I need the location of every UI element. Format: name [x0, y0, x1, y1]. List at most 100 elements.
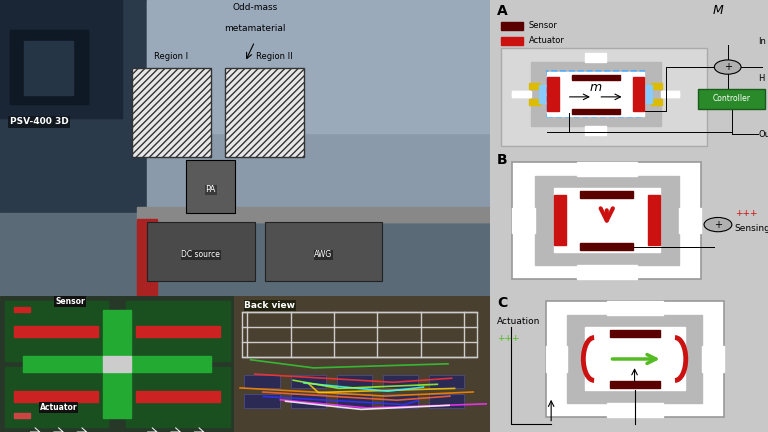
Circle shape — [714, 60, 741, 74]
Text: Actuator: Actuator — [529, 36, 564, 45]
Bar — [607, 403, 663, 416]
Bar — [147, 0, 490, 222]
Bar — [244, 375, 280, 388]
Bar — [501, 37, 523, 45]
Bar — [545, 302, 723, 416]
Text: Actuator: Actuator — [40, 403, 78, 412]
Bar — [382, 375, 419, 388]
Bar — [136, 326, 220, 337]
Bar — [501, 48, 707, 146]
Text: A: A — [497, 4, 508, 19]
Bar — [14, 391, 98, 402]
Bar — [336, 375, 372, 388]
Text: B: B — [497, 153, 508, 167]
Bar — [336, 394, 372, 407]
Bar — [5, 367, 108, 426]
Bar — [529, 83, 540, 89]
Bar — [5, 302, 108, 361]
Bar — [545, 346, 567, 372]
Bar — [0, 213, 490, 296]
Bar — [147, 222, 255, 281]
Text: Out: Out — [758, 130, 768, 139]
Bar — [136, 391, 220, 402]
Bar — [539, 85, 548, 103]
Bar — [290, 394, 326, 407]
Bar — [535, 176, 679, 265]
Text: Region II: Region II — [256, 52, 293, 61]
Bar — [554, 188, 660, 252]
Bar — [512, 162, 701, 279]
Bar — [512, 207, 535, 233]
Bar — [244, 394, 280, 407]
Bar — [127, 302, 230, 361]
Bar — [571, 108, 620, 114]
Bar — [531, 62, 660, 126]
FancyBboxPatch shape — [699, 89, 765, 109]
Bar — [137, 219, 157, 296]
Text: Odd-mass: Odd-mass — [232, 3, 277, 12]
Bar — [577, 265, 637, 279]
Bar — [147, 0, 490, 133]
Bar — [585, 53, 606, 62]
Bar — [429, 394, 465, 407]
Bar — [382, 394, 419, 407]
Bar — [14, 413, 31, 418]
Text: Actuation: Actuation — [497, 317, 541, 326]
Bar — [585, 126, 606, 135]
Bar — [103, 356, 131, 372]
Bar — [14, 326, 98, 337]
Bar — [0, 0, 147, 296]
Bar — [651, 98, 662, 105]
Text: PA: PA — [206, 185, 216, 194]
Bar — [265, 222, 382, 281]
Bar — [512, 91, 679, 97]
Bar — [137, 207, 490, 222]
Bar — [580, 243, 634, 250]
Text: Controller: Controller — [713, 94, 751, 103]
Text: metamaterial: metamaterial — [224, 24, 286, 33]
Text: +: + — [714, 219, 722, 229]
Text: Sensing: Sensing — [735, 224, 768, 233]
Bar — [580, 191, 634, 198]
Text: In: In — [758, 37, 766, 46]
Bar — [702, 346, 723, 372]
Bar — [186, 160, 235, 213]
Text: +: + — [723, 62, 732, 72]
Bar — [548, 72, 644, 116]
Text: DC source: DC source — [181, 251, 220, 260]
Bar — [501, 22, 523, 30]
Text: Sensor: Sensor — [529, 21, 558, 30]
Bar — [577, 162, 637, 176]
Bar — [567, 315, 702, 403]
Text: M: M — [713, 4, 723, 17]
Text: AWG: AWG — [314, 251, 333, 260]
Bar — [651, 83, 662, 89]
Bar — [127, 367, 230, 426]
Bar — [548, 71, 644, 117]
Text: +++: +++ — [497, 334, 519, 343]
Bar — [647, 195, 660, 245]
Bar — [660, 91, 679, 97]
Bar — [679, 207, 701, 233]
Text: +++: +++ — [735, 209, 757, 218]
Bar — [512, 91, 531, 97]
Text: C: C — [497, 296, 507, 310]
Text: m: m — [590, 82, 601, 95]
Bar — [0, 0, 123, 118]
Circle shape — [704, 217, 732, 232]
Text: H: H — [758, 74, 765, 83]
Bar — [25, 41, 74, 95]
Bar — [242, 312, 477, 357]
Bar — [607, 302, 663, 315]
Text: Back view: Back view — [244, 302, 296, 310]
Bar — [529, 98, 540, 105]
Bar — [225, 68, 304, 157]
Bar — [610, 330, 660, 337]
Bar — [610, 381, 660, 388]
Bar — [429, 375, 465, 388]
Bar — [10, 29, 88, 104]
Text: PSV-400 3D: PSV-400 3D — [10, 117, 68, 126]
Bar — [584, 327, 684, 391]
Bar — [633, 77, 644, 111]
Bar — [290, 375, 326, 388]
